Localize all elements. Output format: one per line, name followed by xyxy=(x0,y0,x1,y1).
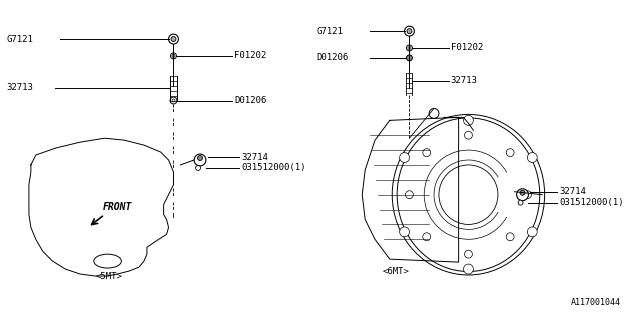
Text: G7121: G7121 xyxy=(316,27,343,36)
Text: <5MT>: <5MT> xyxy=(96,272,123,282)
Circle shape xyxy=(423,149,431,156)
Circle shape xyxy=(406,55,412,61)
Text: 031512000(1): 031512000(1) xyxy=(241,164,306,172)
Circle shape xyxy=(527,227,537,237)
Text: A117001044: A117001044 xyxy=(571,298,621,307)
Circle shape xyxy=(194,154,206,166)
Circle shape xyxy=(524,191,531,199)
Ellipse shape xyxy=(94,254,122,268)
Circle shape xyxy=(170,53,177,59)
Text: 32713: 32713 xyxy=(451,76,477,85)
Circle shape xyxy=(439,165,498,224)
Circle shape xyxy=(170,97,177,104)
Text: F01202: F01202 xyxy=(451,44,483,52)
Text: FRONT: FRONT xyxy=(102,202,132,212)
Circle shape xyxy=(451,177,486,212)
Text: D01206: D01206 xyxy=(234,96,267,105)
Circle shape xyxy=(168,34,179,44)
Circle shape xyxy=(463,264,474,274)
Circle shape xyxy=(399,153,410,163)
Circle shape xyxy=(407,29,412,34)
Circle shape xyxy=(406,45,412,51)
Circle shape xyxy=(463,116,474,125)
Text: 32714: 32714 xyxy=(241,153,268,162)
Text: 32714: 32714 xyxy=(559,187,586,196)
Text: 32713: 32713 xyxy=(6,83,33,92)
Text: <6MT>: <6MT> xyxy=(383,267,410,276)
Circle shape xyxy=(423,233,431,241)
Text: 031512000(1): 031512000(1) xyxy=(559,198,623,207)
Circle shape xyxy=(506,233,514,241)
Circle shape xyxy=(465,131,472,139)
Circle shape xyxy=(406,191,413,199)
Circle shape xyxy=(172,54,175,57)
Circle shape xyxy=(399,227,410,237)
Circle shape xyxy=(516,189,529,201)
Circle shape xyxy=(429,108,439,118)
Circle shape xyxy=(196,165,200,171)
Circle shape xyxy=(198,156,202,161)
Circle shape xyxy=(465,250,472,258)
Circle shape xyxy=(459,185,478,204)
Circle shape xyxy=(506,149,514,156)
Circle shape xyxy=(520,190,525,195)
Circle shape xyxy=(527,153,537,163)
Circle shape xyxy=(465,191,472,199)
Circle shape xyxy=(171,36,176,42)
Circle shape xyxy=(172,99,175,102)
Text: D01206: D01206 xyxy=(316,53,348,62)
Ellipse shape xyxy=(397,118,540,272)
Circle shape xyxy=(518,200,523,205)
Text: G7121: G7121 xyxy=(6,35,33,44)
Text: F01202: F01202 xyxy=(234,52,267,60)
Circle shape xyxy=(404,26,414,36)
Circle shape xyxy=(408,46,411,50)
